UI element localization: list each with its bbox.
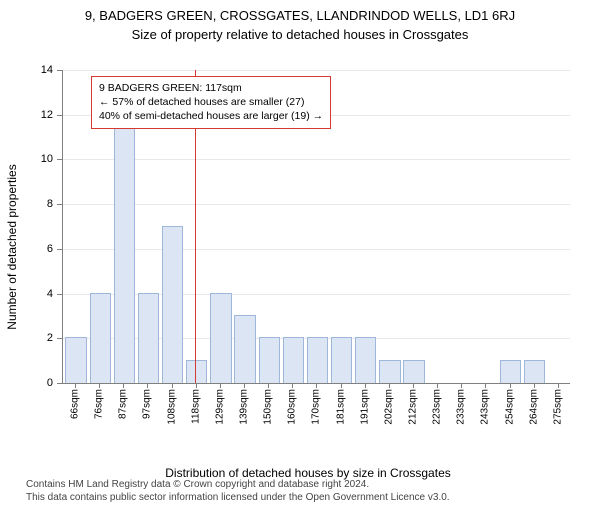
x-tick xyxy=(123,383,124,388)
x-tick-label: 160sqm xyxy=(287,389,298,425)
bar xyxy=(259,337,280,383)
bar xyxy=(186,360,207,383)
x-tick xyxy=(365,383,366,388)
x-tick xyxy=(244,383,245,388)
bar xyxy=(355,337,376,383)
bar-slot: 233sqm xyxy=(449,70,473,383)
bar xyxy=(234,315,255,383)
x-tick-label: 233sqm xyxy=(456,389,467,425)
annotation-line-3: 40% of semi-detached houses are larger (… xyxy=(99,109,323,123)
footer: Contains HM Land Registry data © Crown c… xyxy=(26,478,450,504)
chart-area: Number of detached properties 9 BADGERS … xyxy=(42,62,574,432)
bar-slot: 264sqm xyxy=(522,70,546,383)
bar xyxy=(524,360,545,383)
y-tick-label: 8 xyxy=(47,198,53,210)
y-tick-label: 10 xyxy=(41,153,53,165)
annotation-line-2: ← 57% of detached houses are smaller (27… xyxy=(99,95,323,109)
bar xyxy=(138,293,159,383)
x-tick-label: 191sqm xyxy=(359,389,370,425)
y-axis-label: Number of detached properties xyxy=(5,164,19,329)
bar-slot: 181sqm xyxy=(329,70,353,383)
x-tick-label: 87sqm xyxy=(118,389,129,419)
bar-slot: 275sqm xyxy=(546,70,570,383)
footer-line-2: This data contains public sector informa… xyxy=(26,491,450,504)
bar-slot: 223sqm xyxy=(425,70,449,383)
x-tick xyxy=(461,383,462,388)
x-tick xyxy=(534,383,535,388)
x-tick-label: 118sqm xyxy=(190,389,201,424)
bar-slot: 202sqm xyxy=(377,70,401,383)
x-tick-label: 212sqm xyxy=(408,389,419,425)
x-tick xyxy=(196,383,197,388)
x-tick xyxy=(558,383,559,388)
page-title: 9, BADGERS GREEN, CROSSGATES, LLANDRINDO… xyxy=(0,8,600,23)
x-tick-label: 275sqm xyxy=(552,389,563,425)
y-tick-label: 6 xyxy=(47,243,53,255)
y-tick-label: 2 xyxy=(47,332,53,344)
bar xyxy=(331,337,352,383)
x-tick xyxy=(485,383,486,388)
bar xyxy=(162,226,183,384)
footer-line-1: Contains HM Land Registry data © Crown c… xyxy=(26,478,450,491)
bar xyxy=(283,337,304,383)
x-tick xyxy=(437,383,438,388)
x-tick-label: 202sqm xyxy=(383,389,394,425)
x-tick-label: 243sqm xyxy=(480,389,491,425)
x-tick xyxy=(510,383,511,388)
x-tick xyxy=(316,383,317,388)
bar-slot: 254sqm xyxy=(498,70,522,383)
y-tick-label: 4 xyxy=(47,288,53,300)
x-tick xyxy=(172,383,173,388)
x-tick-label: 108sqm xyxy=(166,389,177,425)
bar xyxy=(403,360,424,383)
bar xyxy=(114,114,135,383)
x-tick-label: 129sqm xyxy=(214,389,225,425)
x-tick xyxy=(268,383,269,388)
x-tick xyxy=(220,383,221,388)
y-tick-label: 14 xyxy=(41,64,53,76)
bar-slot: 191sqm xyxy=(353,70,377,383)
annotation-box: 9 BADGERS GREEN: 117sqm ← 57% of detache… xyxy=(91,76,331,129)
bar xyxy=(500,360,521,383)
x-tick-label: 181sqm xyxy=(335,389,346,425)
annotation-line-1: 9 BADGERS GREEN: 117sqm xyxy=(99,81,323,95)
x-tick xyxy=(147,383,148,388)
bar xyxy=(307,337,328,383)
x-tick-label: 170sqm xyxy=(311,389,322,425)
x-tick-label: 223sqm xyxy=(432,389,443,425)
y-tick-label: 0 xyxy=(47,377,53,389)
bar xyxy=(90,293,111,383)
x-tick-label: 97sqm xyxy=(142,389,153,419)
x-tick xyxy=(99,383,100,388)
x-tick xyxy=(341,383,342,388)
x-tick-label: 76sqm xyxy=(94,389,105,419)
plot-area: 9 BADGERS GREEN: 117sqm ← 57% of detache… xyxy=(62,70,570,384)
bar xyxy=(210,293,231,383)
y-tick xyxy=(57,383,63,384)
x-tick xyxy=(75,383,76,388)
x-tick-label: 264sqm xyxy=(528,389,539,425)
x-tick xyxy=(292,383,293,388)
bar xyxy=(65,337,86,383)
bar-slot: 212sqm xyxy=(401,70,425,383)
x-tick-label: 66sqm xyxy=(70,389,81,419)
x-tick xyxy=(413,383,414,388)
bar-slot: 66sqm xyxy=(63,70,87,383)
x-tick xyxy=(389,383,390,388)
x-tick-label: 254sqm xyxy=(504,389,515,425)
y-tick-label: 12 xyxy=(41,109,53,121)
bar-slot: 243sqm xyxy=(473,70,497,383)
page-subtitle: Size of property relative to detached ho… xyxy=(0,27,600,42)
x-tick-label: 139sqm xyxy=(239,389,250,425)
bar xyxy=(379,360,400,383)
x-tick-label: 150sqm xyxy=(263,389,274,425)
